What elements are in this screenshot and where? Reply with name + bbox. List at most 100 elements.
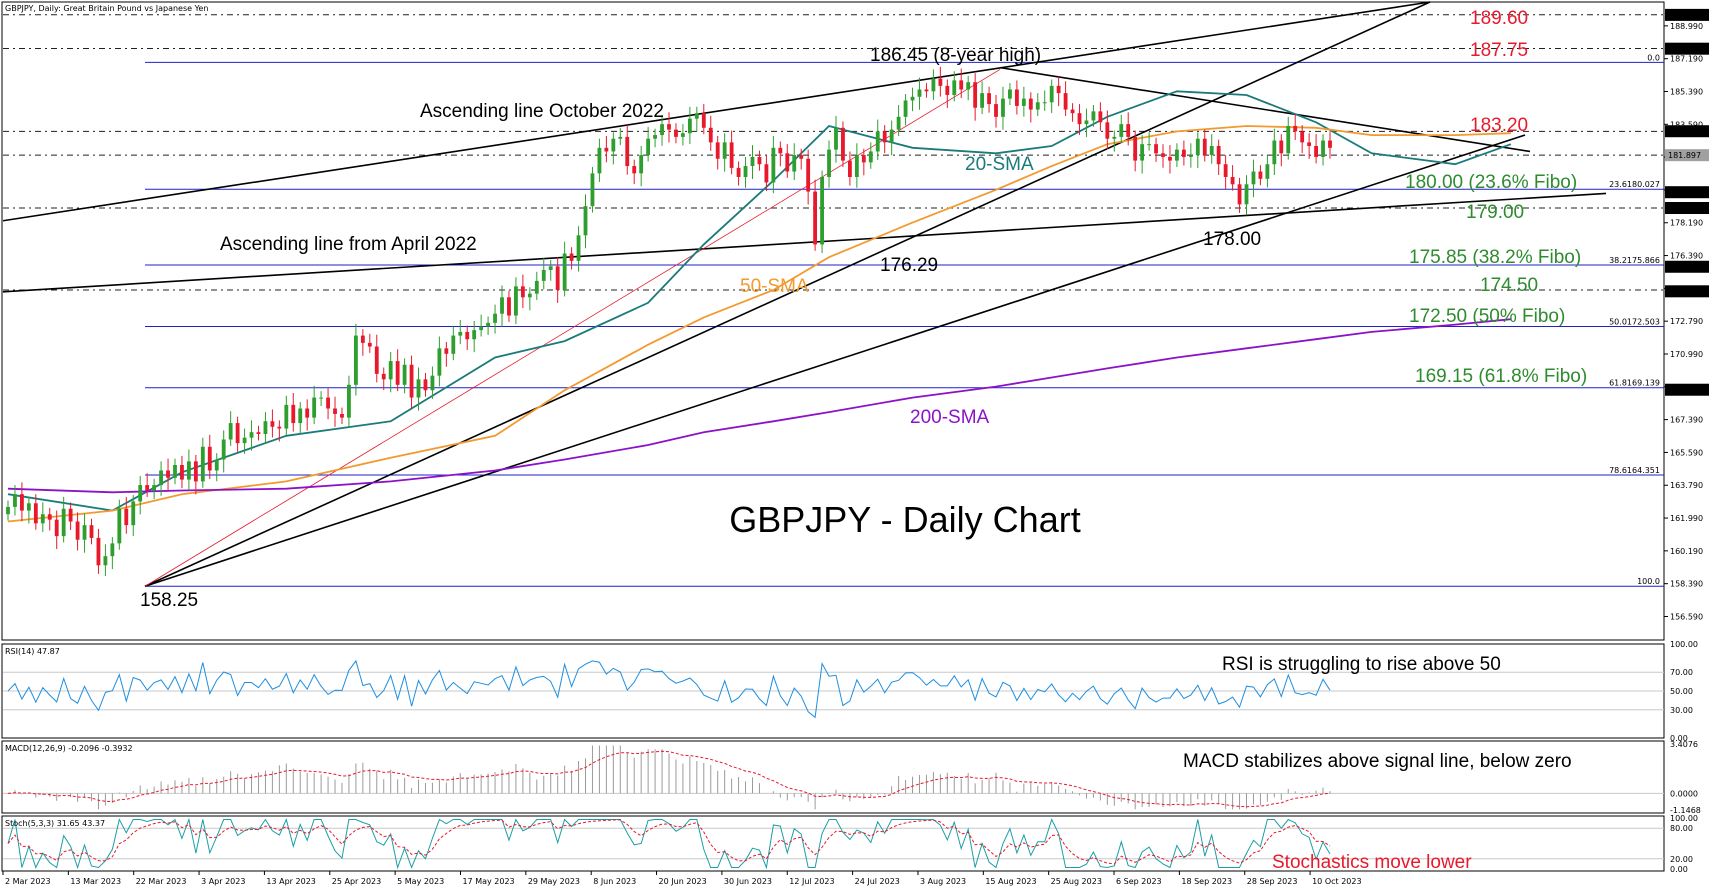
candle-body — [103, 556, 108, 566]
candle-body — [228, 423, 233, 440]
x-tick-label: 25 Aug 2023 — [1051, 877, 1102, 886]
x-tick-label: 5 May 2023 — [397, 877, 444, 886]
candle-body — [200, 446, 205, 482]
trendline-steep — [144, 1, 1431, 587]
candle-body — [743, 166, 748, 177]
rsi-tick-label: 70.00 — [1670, 668, 1693, 677]
chart-header: GBPJPY, Daily: Great Britain Pound vs Ja… — [5, 4, 208, 13]
macd-tick-label: 3.4076 — [1670, 740, 1698, 749]
candle-body — [249, 432, 254, 438]
candle-body — [173, 465, 177, 478]
candle-body — [1314, 146, 1318, 157]
candle-body — [152, 485, 157, 491]
candle-body — [514, 286, 518, 316]
high-label: 186.45 (8-year high) — [870, 45, 1041, 66]
stoch-tick-label: 80.00 — [1670, 824, 1693, 833]
price-tag-label: 189.593 — [1668, 11, 1701, 20]
price-tag-bg — [1665, 260, 1709, 273]
candle-body — [437, 348, 442, 376]
price-tag-bg — [1665, 125, 1709, 138]
candle-body — [541, 269, 546, 281]
macd-note: MACD stabilizes above signal line, below… — [1183, 751, 1572, 772]
candle-body — [931, 78, 936, 92]
y-tick-label: 156.590 — [1670, 612, 1703, 621]
candle-body — [882, 131, 887, 143]
macd-tick-label: 0.0000 — [1670, 789, 1698, 798]
main-panel-frame — [1, 1, 1665, 641]
fibo-50-label: 172.50 (50% Fibo) — [1409, 306, 1565, 327]
candle-body — [1307, 142, 1312, 147]
candle-body — [701, 113, 706, 128]
candle-body — [1028, 98, 1033, 110]
candle-body — [1321, 140, 1325, 157]
candle-body — [1293, 125, 1298, 132]
candle-body — [1188, 155, 1193, 157]
candle-body — [68, 508, 73, 522]
candle-body — [263, 421, 268, 435]
candle-body — [458, 331, 463, 336]
candle-body — [486, 322, 491, 327]
candle-body — [207, 446, 212, 471]
candle-body — [1328, 140, 1332, 148]
candle-body — [360, 335, 365, 343]
candle-body — [6, 506, 10, 515]
price-tag-bg — [1665, 186, 1709, 199]
y-tick-label: 160.190 — [1670, 547, 1703, 556]
level-label-187-75: 187.75 — [1470, 40, 1528, 61]
candle-body — [757, 156, 762, 165]
rsi-tick-label: 50.00 — [1670, 687, 1693, 696]
candle-body — [291, 404, 296, 424]
rsi-tick-label: 30.00 — [1670, 706, 1693, 715]
candle-body — [89, 525, 94, 538]
fibo-61-label: 169.15 (61.8% Fibo) — [1415, 366, 1587, 387]
y-tick-label: 158.390 — [1670, 580, 1703, 589]
candle-body — [1056, 85, 1061, 94]
candle-body — [472, 330, 477, 340]
x-tick-label: 8 Jun 2023 — [593, 877, 636, 886]
fib-label: 100.0 — [1637, 577, 1660, 586]
low-label-178: 178.00 — [1203, 229, 1261, 250]
rsi-panel: 100.00 70.00 50.00 30.00 0.00 — [3, 640, 1698, 743]
candle-body — [1035, 102, 1040, 110]
candle-body — [771, 147, 776, 183]
level-label-174-50: 174.50 — [1480, 275, 1538, 296]
price-tag-bg — [1665, 149, 1709, 162]
candle-body — [1202, 138, 1207, 156]
x-tick-label: 28 Sep 2023 — [1247, 877, 1298, 886]
price-tag-bg — [1665, 285, 1709, 298]
candle-body — [667, 124, 671, 130]
candle-body — [868, 151, 873, 163]
candle-body — [395, 361, 400, 385]
candle-body — [1112, 136, 1117, 139]
candle-body — [1223, 164, 1228, 177]
x-tick-label: 24 Jul 2023 — [855, 877, 900, 886]
candle-body — [423, 379, 428, 391]
rsi-note: RSI is struggling to rise above 50 — [1222, 654, 1501, 675]
price-tag-bg — [1665, 383, 1709, 396]
candle-body — [221, 439, 226, 460]
candle-body — [26, 503, 31, 511]
candle-body — [242, 437, 247, 444]
price-tag-label: 187.739 — [1668, 45, 1701, 54]
candle-body — [917, 89, 922, 97]
candle-body — [340, 413, 344, 418]
stoch-tick-label: 20.00 — [1670, 855, 1693, 864]
candle-body — [583, 206, 588, 236]
candle-body — [1272, 140, 1277, 165]
candle-body — [1216, 146, 1221, 165]
candle-body — [479, 326, 484, 331]
rsi-tick-label: 100.00 — [1670, 640, 1698, 649]
price-tag-label: 181.897 — [1668, 151, 1701, 160]
candle-body — [674, 129, 678, 137]
candle-body — [1070, 109, 1075, 114]
candle-body — [1265, 164, 1270, 179]
fib-label: 78.6164.351 — [1609, 466, 1660, 475]
candle-body — [124, 508, 129, 526]
y-tick-label: 187.190 — [1670, 55, 1703, 64]
y-tick-label: 163.790 — [1670, 481, 1703, 490]
macd-panel: 3.4076 0.0000 -1.1468 — [3, 740, 1701, 815]
candle-body — [1244, 184, 1249, 205]
rsi-tick-label: 0.00 — [1670, 734, 1688, 743]
candle-body — [576, 235, 581, 261]
